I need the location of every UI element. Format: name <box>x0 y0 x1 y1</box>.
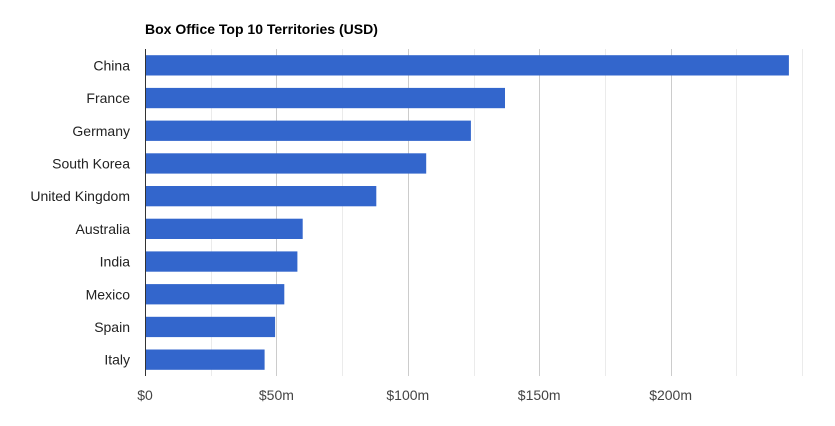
x-tick-label: $100m <box>386 387 429 403</box>
bar-mexico <box>145 284 285 305</box>
chart-title: Box Office Top 10 Territories (USD) <box>145 21 378 37</box>
bar-china <box>145 55 789 76</box>
category-label: India <box>100 254 131 270</box>
bar-united-kingdom <box>145 186 377 207</box>
category-label: Spain <box>94 319 130 335</box>
category-label: Germany <box>72 123 130 139</box>
x-tick-label: $200m <box>649 387 692 403</box>
bar-south-korea <box>145 153 427 174</box>
category-label: France <box>86 90 130 106</box>
bar-india <box>145 251 298 272</box>
category-label: Australia <box>76 221 131 237</box>
category-label: United Kingdom <box>30 188 130 204</box>
category-label: Italy <box>104 352 130 368</box>
category-label: China <box>93 57 130 73</box>
bar-france <box>145 87 505 109</box>
bar-australia <box>145 218 303 239</box>
bar-spain <box>145 316 276 338</box>
category-label: Mexico <box>86 286 131 302</box>
x-tick-label: $0 <box>137 387 153 403</box>
category-label: South Korea <box>52 155 130 171</box>
bar-italy <box>145 349 265 370</box>
x-tick-label: $50m <box>259 387 294 403</box>
x-tick-labels: $0 $50m $100m $150m $200m <box>137 387 692 403</box>
bars <box>145 55 789 370</box>
category-labels: China France Germany South Korea United King… <box>30 57 130 367</box>
bar-germany <box>145 120 471 141</box>
x-tick-label: $150m <box>518 387 561 403</box>
